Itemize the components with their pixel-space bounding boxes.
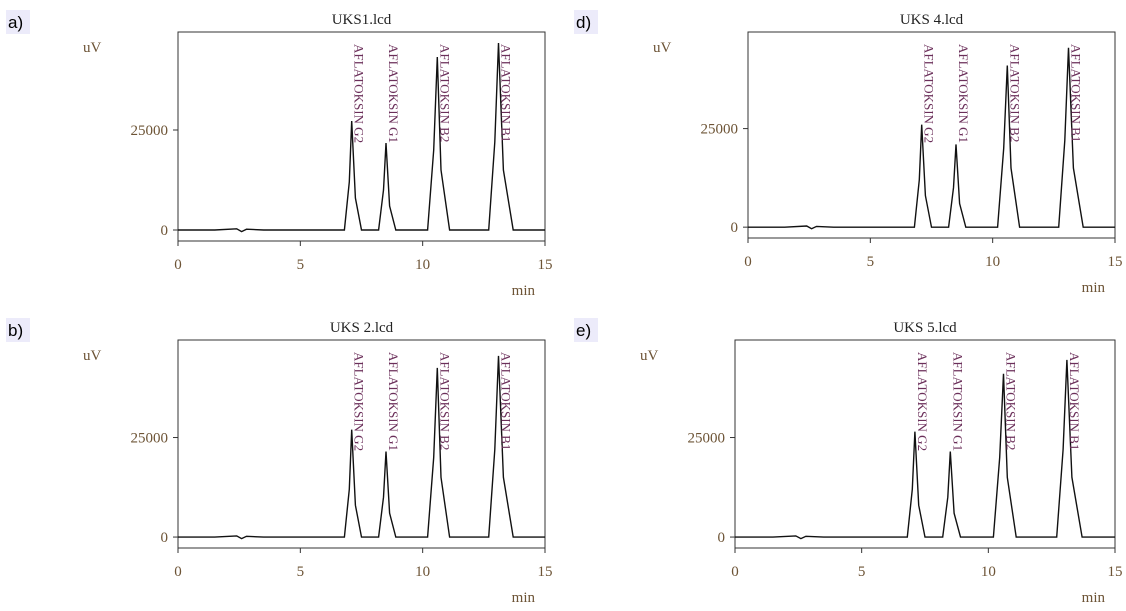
y-tick-label: 0 xyxy=(731,220,739,236)
x-axis-label: min xyxy=(1082,280,1106,296)
x-tick-label: 15 xyxy=(538,564,553,580)
panel-label-bg xyxy=(574,10,598,34)
peak-label: AFLATOKSIN G1 xyxy=(386,352,401,451)
x-tick-label: 10 xyxy=(415,564,430,580)
peak-label: AFLATOKSIN B2 xyxy=(1004,352,1019,450)
y-axis-label: uV xyxy=(83,348,102,364)
x-tick-label: 10 xyxy=(415,257,430,273)
chart-title: UKS 5.lcd xyxy=(893,320,957,336)
chart-panel: a) UKS1.lcd uV min 0 25000 0 5 10 15 AFLATOKSIN G2… xyxy=(6,10,553,299)
chart-panel: b) UKS 2.lcd uV min 0 25000 0 5 10 15 AFLATOKSIN G… xyxy=(6,318,553,606)
y-tick-label: 0 xyxy=(718,530,726,546)
x-axis-label: min xyxy=(512,590,536,606)
x-tick-label: 0 xyxy=(731,564,739,580)
peak-label: AFLATOKSIN B2 xyxy=(437,352,452,450)
panel-label-bg xyxy=(6,318,30,342)
peak-label: AFLATOKSIN B2 xyxy=(437,44,452,142)
panel-label: a) xyxy=(8,13,23,32)
chart-title: UKS1.lcd xyxy=(332,12,392,28)
chromatogram-trace xyxy=(748,47,1115,230)
y-tick-label: 0 xyxy=(161,530,169,546)
y-tick-label: 25000 xyxy=(688,431,726,447)
y-tick-label: 25000 xyxy=(131,431,169,447)
plot-frame xyxy=(747,31,1116,239)
x-axis-label: min xyxy=(512,283,536,299)
chart-title: UKS 2.lcd xyxy=(330,320,394,336)
panel-label: d) xyxy=(576,13,591,32)
peak-label: AFLATOKSIN G2 xyxy=(352,44,367,143)
chromatogram-trace xyxy=(178,42,545,233)
y-axis-label: uV xyxy=(653,40,672,56)
chart-panel: d) UKS 4.lcd uV min 0 25000 0 5 10 15 AFLATOKSIN G… xyxy=(574,10,1123,296)
x-tick-label: 15 xyxy=(1108,254,1123,270)
peak-label: AFLATOKSIN G1 xyxy=(386,44,401,143)
peak-label: AFLATOKSIN G1 xyxy=(950,352,965,451)
plot-frame xyxy=(177,339,546,549)
x-tick-label: 10 xyxy=(985,254,1000,270)
x-tick-label: 10 xyxy=(981,564,996,580)
chart-title: UKS 4.lcd xyxy=(900,12,964,28)
peak-label: AFLATOKSIN B2 xyxy=(1007,44,1022,142)
x-tick-label: 5 xyxy=(867,254,875,270)
panel-label-bg xyxy=(574,318,598,342)
x-tick-label: 0 xyxy=(744,254,752,270)
x-axis-label: min xyxy=(1082,590,1106,606)
peak-label: AFLATOKSIN B1 xyxy=(1067,352,1082,450)
x-tick-label: 5 xyxy=(297,564,305,580)
plot-frame xyxy=(734,339,1116,549)
peak-label: AFLATOKSIN B1 xyxy=(499,44,514,142)
panel-label: b) xyxy=(8,321,23,340)
peak-label: AFLATOKSIN G2 xyxy=(352,352,367,451)
x-tick-label: 15 xyxy=(538,257,553,273)
y-axis-label: uV xyxy=(83,40,102,56)
y-axis-label: uV xyxy=(640,348,659,364)
x-tick-label: 0 xyxy=(174,257,182,273)
chromatogram-trace xyxy=(178,355,545,540)
plot-frame xyxy=(177,31,546,242)
x-tick-label: 5 xyxy=(297,257,305,273)
chart-panel: e) UKS 5.lcd uV min 0 25000 0 5 10 15 AFLATOKSIN G… xyxy=(574,318,1123,606)
peak-label: AFLATOKSIN B1 xyxy=(499,352,514,450)
y-tick-label: 25000 xyxy=(131,123,169,139)
peak-label: AFLATOKSIN G2 xyxy=(922,44,937,143)
peak-label: AFLATOKSIN B1 xyxy=(1069,44,1084,142)
y-tick-label: 25000 xyxy=(701,122,739,138)
y-tick-label: 0 xyxy=(161,223,169,239)
chromatogram-trace xyxy=(735,359,1115,540)
panel-label-bg xyxy=(6,10,30,34)
panel-label: e) xyxy=(576,321,591,340)
x-tick-label: 0 xyxy=(174,564,182,580)
x-tick-label: 15 xyxy=(1108,564,1123,580)
x-tick-label: 5 xyxy=(858,564,866,580)
peak-label: AFLATOKSIN G1 xyxy=(956,44,971,143)
peak-label: AFLATOKSIN G2 xyxy=(915,352,930,451)
